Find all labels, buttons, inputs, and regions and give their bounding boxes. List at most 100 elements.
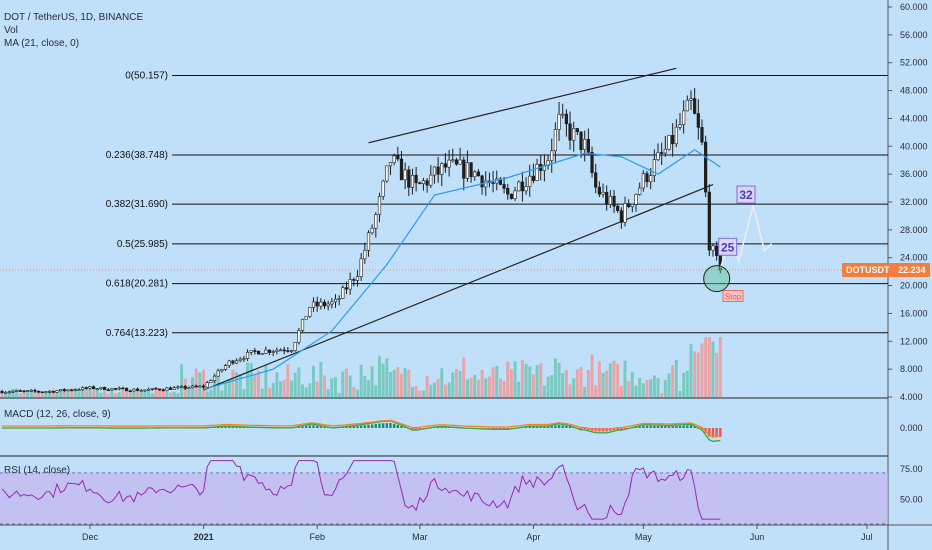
candle-body	[407, 169, 411, 188]
candle-body	[509, 193, 514, 199]
volume-bar	[330, 378, 334, 397]
price-tick-label: 56.000	[900, 30, 928, 40]
candle-body	[568, 123, 572, 141]
volume-bar	[359, 364, 363, 397]
time-tick-label: Mar	[412, 532, 428, 542]
candle-body	[704, 141, 708, 193]
volume-bar	[700, 343, 704, 397]
price-tick-label: 28.000	[900, 225, 928, 235]
rsi-label[interactable]: RSI (14, close)	[4, 465, 71, 476]
volume-bar	[352, 387, 356, 397]
volume-bar	[282, 379, 286, 397]
macd-bar	[579, 428, 583, 430]
symbol-title[interactable]: DOT / TetherUS, 1D, BINANCE	[4, 12, 144, 23]
candle-body	[612, 195, 616, 207]
ma-label[interactable]: MA (21, close, 0)	[4, 38, 80, 49]
candle-body	[524, 186, 528, 192]
macd-bar	[645, 425, 649, 428]
candle-body	[627, 203, 631, 208]
volume-bar	[608, 363, 612, 397]
candle-body	[370, 227, 374, 234]
candle-body	[242, 358, 246, 360]
volume-bar	[443, 384, 447, 397]
volume-bar	[286, 364, 290, 397]
target-label-box	[736, 185, 756, 204]
volume-bar	[128, 392, 132, 397]
volume-bar	[44, 391, 48, 397]
volume-bar	[95, 390, 99, 397]
volume-bar	[315, 381, 319, 397]
candle-body	[546, 160, 550, 166]
volume-bar	[268, 387, 272, 397]
candle-body	[711, 245, 715, 251]
macd-bar	[565, 425, 568, 428]
volume-bar	[370, 366, 374, 397]
volume-bar	[388, 372, 392, 397]
candle-body	[550, 150, 554, 161]
volume-bar	[117, 392, 121, 397]
volume-bar	[480, 369, 484, 397]
volume-bar	[377, 356, 381, 397]
volume-bar	[667, 373, 671, 397]
trendline	[203, 184, 714, 391]
volume-bar	[410, 387, 414, 397]
macd-bar	[220, 426, 224, 428]
macd-bar	[532, 426, 535, 428]
fib-label: 0.618(20.281)	[106, 279, 168, 290]
volume-bar	[257, 370, 261, 397]
candle-body	[308, 307, 312, 317]
macd-bar	[341, 427, 345, 428]
candle-body	[528, 175, 532, 187]
macd-bar	[700, 428, 704, 430]
candle-body	[121, 387, 125, 390]
macd-bar	[616, 428, 619, 430]
fib-label: 0.764(13.223)	[106, 328, 168, 339]
candle-body	[616, 205, 620, 211]
volume-bar	[187, 385, 191, 397]
candle-body	[198, 385, 202, 388]
volume-bar	[209, 389, 213, 397]
candle-body	[330, 301, 334, 305]
volume-bar	[37, 391, 41, 397]
vol-label[interactable]: Vol	[4, 25, 18, 36]
macd-bar	[488, 428, 491, 429]
candle-body	[410, 174, 415, 188]
candle-body	[396, 155, 400, 160]
volume-bar	[561, 373, 565, 397]
volume-bar	[678, 390, 682, 397]
volume-bar	[454, 368, 458, 397]
price-tag-symbol: DOTUSDT	[846, 265, 890, 275]
macd-bar	[392, 423, 396, 428]
price-tick-label: 48.000	[900, 86, 928, 96]
candle-body	[344, 287, 349, 290]
rsi-tick-label: 50.00	[900, 495, 923, 505]
macd-bar	[235, 426, 238, 428]
target-label: 32	[739, 188, 753, 202]
macd-bar	[304, 425, 308, 428]
volume-bar	[106, 393, 110, 397]
candle-body	[37, 390, 41, 393]
macd-label[interactable]: MACD (12, 26, close, 9)	[4, 409, 111, 420]
candle-body	[51, 390, 55, 393]
candle-body	[553, 129, 557, 152]
volume-bars	[0, 337, 722, 397]
candle-body	[403, 169, 407, 181]
candle-body	[469, 162, 473, 178]
candle-body	[517, 181, 521, 192]
candle-body	[190, 385, 195, 388]
volume-bar	[337, 393, 341, 397]
volume-bar	[517, 381, 521, 397]
macd-bar	[634, 426, 638, 428]
volume-bar	[520, 360, 524, 397]
candle-body	[253, 350, 257, 352]
candle-body	[92, 386, 96, 390]
candle-body	[88, 386, 92, 389]
volume-bar	[220, 390, 224, 397]
volume-bar	[136, 388, 140, 397]
volume-bar	[553, 358, 557, 397]
volume-bar	[40, 393, 44, 397]
volume-bar	[473, 374, 477, 397]
volume-bar	[429, 384, 433, 397]
macd-bar	[554, 425, 557, 428]
